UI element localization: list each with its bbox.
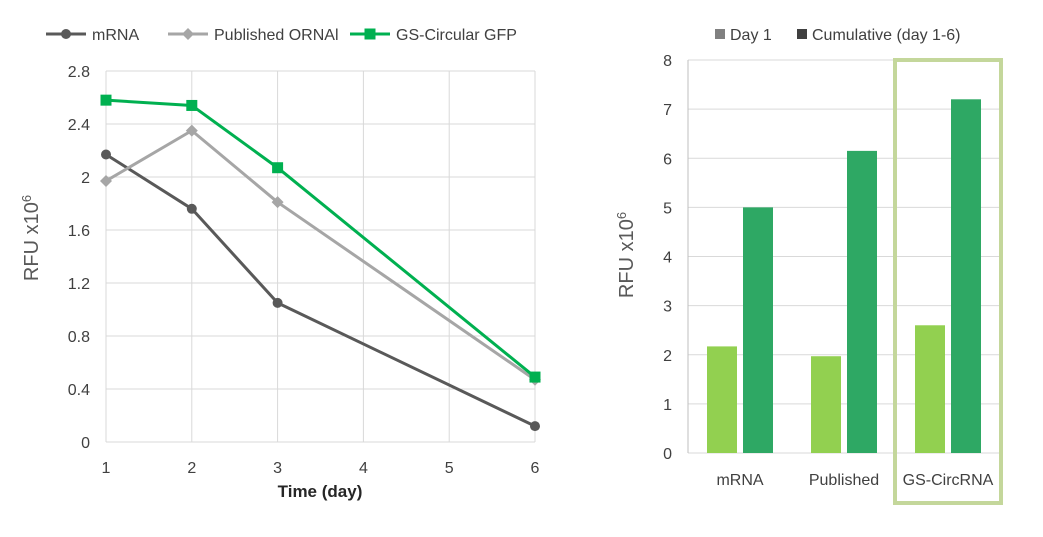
bar-y-tick-label: 0 — [663, 446, 672, 463]
data-point-gs-circular-gfp — [272, 162, 284, 174]
series-line-gs-circular-gfp — [105, 98, 536, 379]
bar-category-label: Published — [809, 472, 879, 489]
line-chart-x-axis-title: Time (day) — [278, 482, 363, 501]
series-mrna — [101, 149, 540, 432]
legend-label: mRNA — [92, 27, 139, 44]
bar-y-title-sup: 6 — [614, 212, 629, 219]
line-y-tick-label: 1.2 — [68, 276, 90, 293]
line-x-tick-label: 3 — [273, 460, 282, 477]
line-y-tick-label: 2 — [81, 170, 90, 187]
line-chart-x-tick-labels: 1 2 3 4 5 6 — [102, 460, 540, 477]
line-y-tick-label: 0.8 — [68, 329, 90, 346]
bar-category-label: GS-CircRNA — [903, 472, 994, 489]
bar-category-label: mRNA — [716, 472, 763, 489]
bar-chart-category-labels: mRNA Published GS-CircRNA — [716, 472, 993, 489]
line-x-tick-label: 6 — [531, 460, 540, 477]
highlight-box-gs-circrna — [893, 58, 1003, 505]
bar-chart-highlight-box — [893, 58, 1003, 505]
line-x-tick-label: 4 — [359, 460, 368, 477]
bar-cumulative-day-1-6-gs-circrna — [951, 99, 981, 454]
line-chart-series — [100, 94, 541, 432]
bar-day-1-published — [811, 356, 841, 453]
line-y-tick-label: 0 — [81, 435, 90, 452]
line-x-tick-label: 5 — [445, 460, 454, 477]
line-chart-gridlines — [105, 70, 536, 443]
legend-label: GS-Circular GFP — [396, 27, 517, 44]
legend-marker — [364, 28, 376, 40]
line-y-title-text: RFU x10 — [21, 202, 43, 281]
bar-chart-legend: Day 1 Cumulative (day 1-6) — [715, 27, 961, 44]
legend-swatch — [797, 29, 807, 39]
data-point-gs-circular-gfp — [529, 371, 541, 383]
line-chart-legend: mRNA Published ORNAl GS-Circular GFP — [46, 27, 517, 44]
line-y-tick-label: 0.4 — [68, 382, 90, 399]
legend-item-day-1: Day 1 — [715, 27, 772, 44]
series-line-published-ornal — [105, 129, 536, 381]
legend-item-mrna: mRNA — [46, 27, 139, 44]
line-y-title-sup: 6 — [19, 195, 34, 202]
bar-y-tick-label: 8 — [663, 53, 672, 70]
bar-day-1-gs-circrna — [915, 325, 945, 453]
data-point-mrna — [186, 203, 197, 214]
bar-cumulative-day-1-6-mrna — [743, 207, 773, 453]
data-point-gs-circular-gfp — [100, 94, 112, 106]
series-published-ornal — [100, 124, 541, 386]
legend-label: Cumulative (day 1-6) — [812, 27, 961, 44]
data-point-published-ornal — [185, 124, 198, 137]
bar-y-tick-label: 6 — [663, 151, 672, 168]
data-point-mrna — [272, 297, 283, 308]
bar-cumulative-day-1-6-published — [847, 150, 877, 453]
line-y-tick-label: 1.6 — [68, 223, 90, 240]
bar-y-tick-label: 1 — [663, 397, 672, 414]
bar-y-tick-label: 3 — [663, 299, 672, 316]
bar-y-tick-label: 4 — [663, 250, 672, 267]
data-point-published-ornal — [100, 174, 112, 187]
line-x-tick-label: 1 — [102, 460, 111, 477]
bar-chart-y-tick-labels: 0 1 2 3 4 5 6 7 8 — [663, 53, 672, 463]
legend-swatch — [715, 29, 725, 39]
legend-item-cumulative-day-1-6: Cumulative (day 1-6) — [797, 27, 961, 44]
line-y-tick-label: 2.4 — [68, 117, 90, 134]
data-point-published-ornal — [271, 196, 284, 209]
bar-y-title-text: RFU x10 — [616, 219, 638, 298]
bar-chart-y-axis-title: RFU x106 — [614, 212, 639, 298]
data-point-mrna — [530, 421, 540, 432]
series-gs-circular-gfp — [100, 94, 541, 383]
bar-day-1-mrna — [707, 346, 737, 453]
legend-marker — [61, 29, 71, 39]
line-chart-y-axis-title: RFU x106 — [19, 195, 44, 281]
series-line-mrna — [105, 153, 536, 428]
bar-y-tick-label: 5 — [663, 200, 672, 217]
legend-marker — [182, 28, 194, 40]
line-chart: 0 0.4 0.8 1.2 1.6 2 2.4 2.8 1 2 3 4 5 6 mRNA Publishe… — [19, 27, 541, 501]
legend-label: Day 1 — [730, 27, 772, 44]
line-y-tick-label: 2.8 — [68, 64, 90, 81]
line-chart-y-tick-labels: 0 0.4 0.8 1.2 1.6 2 2.4 2.8 — [68, 64, 90, 452]
legend-item-gs-circular-gfp: GS-Circular GFP — [350, 27, 517, 44]
line-x-tick-label: 2 — [187, 460, 196, 477]
legend-label: Published ORNAl — [214, 27, 339, 44]
legend-item-published-ornal: Published ORNAl — [168, 27, 339, 44]
bar-y-tick-label: 2 — [663, 348, 672, 365]
data-point-gs-circular-gfp — [186, 99, 198, 111]
bar-chart-gridlines — [687, 59, 1000, 454]
data-point-mrna — [101, 149, 111, 160]
bar-y-tick-label: 7 — [663, 102, 672, 119]
bar-chart: 0 1 2 3 4 5 6 7 8 mRNA Published GS-CircRNA Day 1 C… — [614, 27, 1003, 505]
bar-chart-bars — [707, 99, 981, 454]
